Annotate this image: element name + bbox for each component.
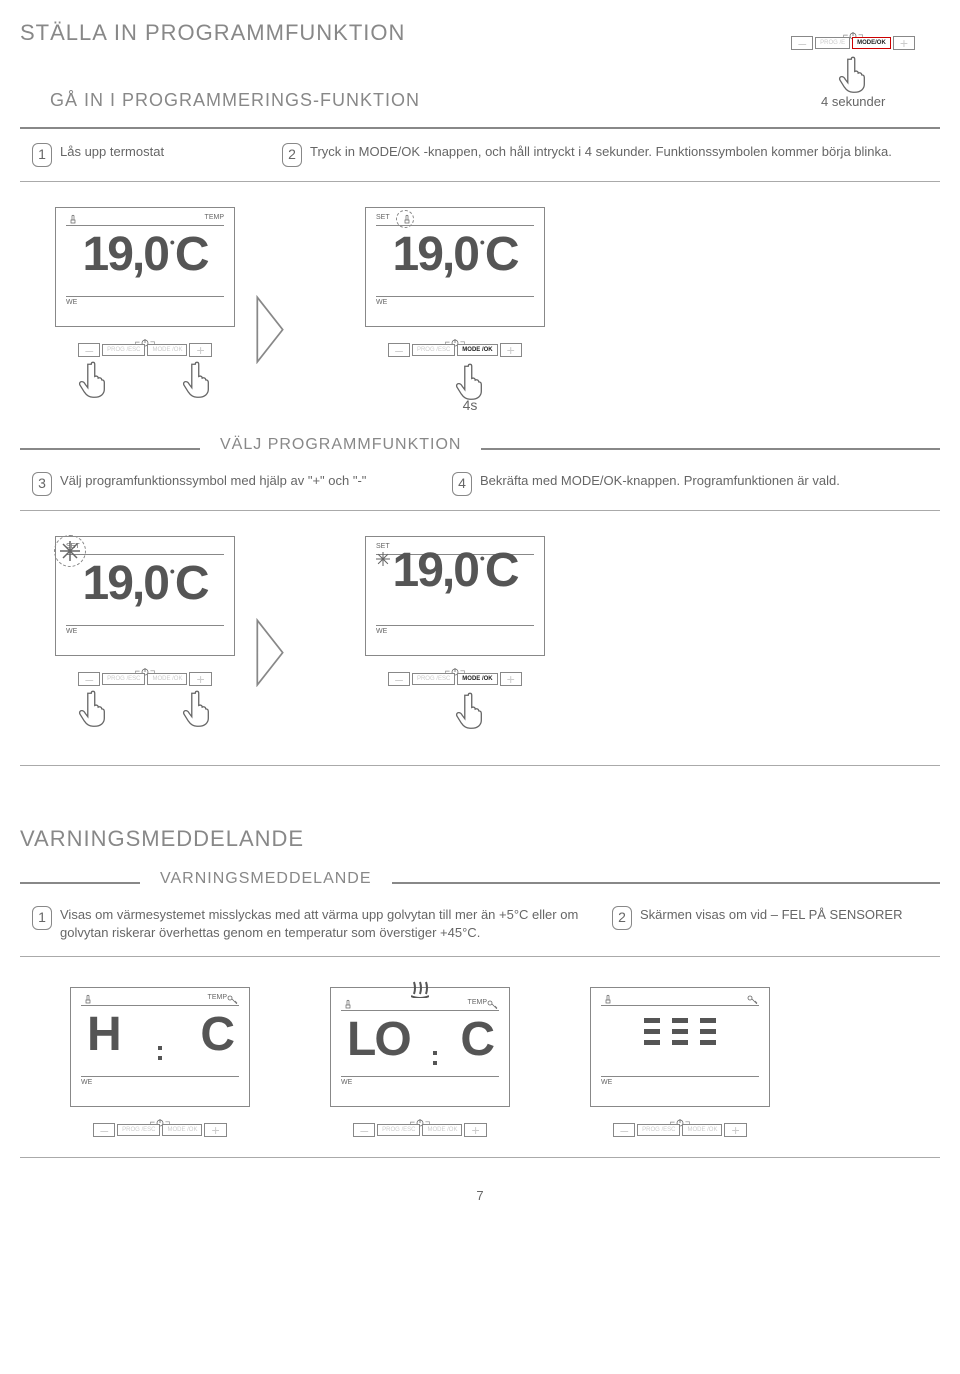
- prog-1[interactable]: PROG /ESC: [102, 344, 145, 356]
- display-right-2: SET 19,0•C WE: [365, 536, 545, 656]
- minus-btn[interactable]: –: [791, 36, 813, 50]
- page-number: 7: [20, 1188, 940, 1203]
- step-4-text: Bekräfta med MODE/OK-knappen. Programfun…: [480, 472, 928, 490]
- warn-step1-num: 1: [32, 906, 52, 930]
- warning-title: VARNINGSMEDDELANDE: [20, 826, 940, 852]
- display-lo: TEMP LOC WE: [330, 987, 510, 1107]
- display-left-1: TEMP 19,0•C WE: [55, 207, 235, 327]
- warn-step2-text: Skärmen visas om vid – FEL PÅ SENSORER: [640, 906, 928, 924]
- step-1-text: Lås upp termostat: [60, 143, 262, 161]
- arrow-1: [255, 295, 285, 355]
- mode-btn[interactable]: MODE/OK: [852, 37, 891, 49]
- display-left-2: SET 19,0•C WE: [55, 536, 235, 656]
- four-seconds-label: 4 sekunder: [791, 94, 915, 109]
- plus-1[interactable]: +: [189, 343, 211, 357]
- display-h: TEMP HC WE: [70, 987, 250, 1107]
- step-1-num: 1: [32, 143, 52, 167]
- display-dashes: WE: [590, 987, 770, 1107]
- warn-step2-num: 2: [612, 906, 632, 930]
- four-s-label: 4s: [463, 397, 478, 413]
- step-2-text: Tryck in MODE/OK -knappen, och håll intr…: [310, 143, 928, 161]
- step-3-num: 3: [32, 472, 52, 496]
- top-right-indicator: ⌐ ¬ – PROG /E MODE/OK + 4 sekunder: [791, 30, 915, 109]
- warning-band-title: VARNINGSMEDDELANDE: [140, 870, 392, 888]
- step-4-num: 4: [452, 472, 472, 496]
- plus-btn[interactable]: +: [893, 36, 915, 50]
- step-2-num: 2: [282, 143, 302, 167]
- warn-step1-text: Visas om värmesystemet misslyckas med at…: [60, 906, 592, 942]
- prog-btn[interactable]: PROG /E: [815, 37, 850, 49]
- arrow-2: [255, 618, 285, 678]
- minus-1[interactable]: –: [78, 343, 100, 357]
- display-right-1: SET 19,0•C WE: [365, 207, 545, 327]
- step-3-text: Välj programfunktionssymbol med hjälp av…: [60, 472, 432, 490]
- mode-1[interactable]: MODE /OK: [147, 344, 187, 356]
- band-2-title: VÄLJ PROGRAMMFUNKTION: [200, 436, 481, 454]
